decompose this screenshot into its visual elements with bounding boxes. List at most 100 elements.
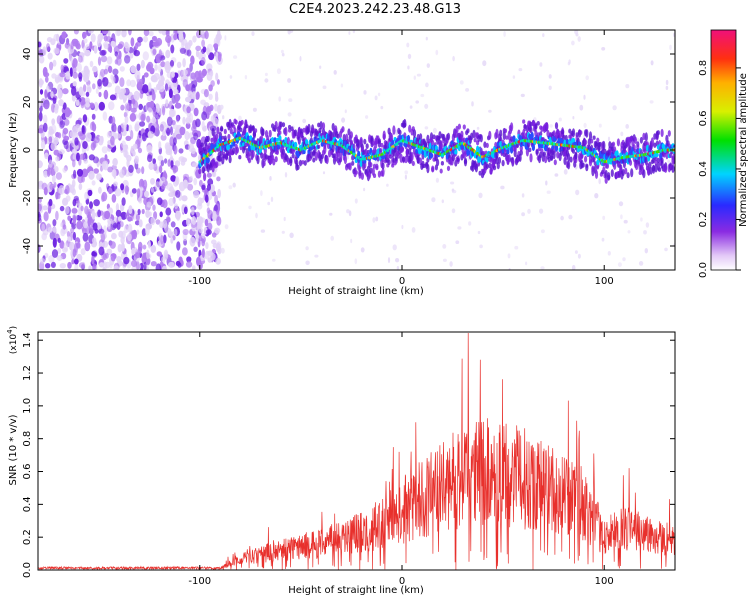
spectrogram-noise-cell [98,135,104,146]
spectrogram-noise-cell [135,213,140,222]
spectrogram-noise-cell [216,176,221,182]
spectrogram-ridge-cell [518,153,522,162]
spectrogram-noise-cell [192,265,196,270]
spectrogram-noise-cell [202,46,207,53]
spectrogram-ridge-cell [642,169,646,179]
spectrogram-noise-cell [87,30,94,34]
spectrogram-noise-cell [451,208,456,214]
spectrogram-ridge-cell [206,135,210,143]
spectrogram-noise-cell [59,240,65,249]
spectrogram-noise-cell [112,158,118,167]
spectrogram-noise-cell [165,99,169,107]
spectrogram-noise-cell [81,90,86,97]
spectrogram-noise-cell [137,246,142,254]
spectrogram-noise-cell [186,49,192,57]
spectrogram-ridge [198,118,675,184]
spectrogram-noise-cell [107,166,114,173]
spectrogram-noise-cell [404,174,407,180]
spectrogram-noise-cell [549,124,553,128]
spectrogram-ridge-cell [597,145,601,153]
spectrogram-ridge-cell [400,146,404,153]
spectrogram-ridge-cell [297,135,301,145]
spectrogram-noise-cell [136,63,141,71]
spectrogram-ridge-cell [621,169,625,177]
spectrogram-ridge-cell [585,129,589,138]
spectrogram-noise-cell [278,96,282,102]
spectrogram-noise-cell [260,229,266,233]
spectrogram-noise-cell [97,209,101,218]
spectrogram-noise-cell [583,122,587,128]
spectrogram-x-tick-label: 0 [399,276,405,287]
spectrogram-noise-cell [40,139,46,150]
spectrogram-noise-cell [175,176,180,186]
spectrogram-noise-cell [413,75,416,80]
spectrogram-ridge-cell [511,159,515,165]
spectrogram-noise-cell [207,222,213,231]
spectrogram-noise-cell [507,253,511,259]
spectrogram-ridge-cell [568,128,572,134]
spectrogram-ridge-cell [656,157,661,163]
spectrogram-noise-cell [117,216,122,222]
spectrogram-ridge-cell [497,156,502,164]
spectrogram-noise-cell [90,33,96,43]
spectrogram-noise-cell [67,215,72,221]
spectrogram-noise-cell [644,248,648,254]
spectrogram-noise-cell [151,77,158,83]
colorbar-tick-label: 0.0 [698,262,709,278]
spectrogram-noise-cell [93,45,98,54]
spectrogram-noise-cell [91,251,96,257]
spectrogram-noise-cell [140,59,145,69]
spectrogram-ridge-cell [211,158,215,166]
spectrogram-noise-cell [540,266,545,270]
spectrogram-noise-cell [138,197,143,204]
spectrogram-noise-cell [117,125,122,134]
spectrogram-ridge-cell [228,155,232,164]
spectrogram-noise-cell [160,159,165,167]
spectrogram-ridge-cell [294,129,298,137]
spectrogram-noise-cell [85,91,90,97]
spectrogram-noise-cell [585,75,589,81]
spectrogram-ridge-cell [624,167,628,175]
spectrogram-ridge-cell [271,137,275,143]
spectrogram-noise-cell [579,104,584,111]
spectrogram-noise-cell [643,230,647,235]
spectrogram-ridge-cell [246,135,250,142]
spectrogram-noise-cell [84,69,89,80]
spectrogram-noise-cell [612,105,617,111]
spectrogram-noise-cell [193,246,198,252]
spectrogram-noise-cell [224,35,227,41]
spectrogram-noise-cell [407,65,410,70]
spectrogram-ridge-cell [630,168,634,178]
spectrogram-noise-cell [70,227,75,234]
spectrogram-noise-cell [222,115,225,120]
spectrogram-noise-cell [74,262,79,270]
spectrogram-noise [38,30,675,270]
spectrogram-noise-cell [145,209,151,218]
spectrogram-noise-cell [111,169,117,178]
spectrogram-noise-cell [72,58,78,68]
spectrogram-ridge-cell [656,130,661,136]
spectrogram-noise-cell [377,92,381,97]
spectrogram-noise-cell [558,117,562,122]
spectrogram-ridge-cell [251,149,255,158]
spectrogram-noise-cell [47,52,53,60]
spectrogram-noise-cell [158,141,162,150]
spectrogram-noise-cell [182,247,188,256]
spectrogram-noise-cell [147,61,154,70]
snr-frame [37,331,676,571]
colorbar: 0.0 0.2 0.4 0.6 0.8 Normalized spectral ampl… [698,29,749,278]
spectrogram-noise-cell [150,187,155,193]
spectrogram-noise-cell [363,90,367,95]
spectrogram-noise-cell [170,44,175,54]
spectrogram-ridge-cell [410,151,414,162]
spectrogram-noise-cell [299,55,302,62]
spectrogram-noise-cell [150,244,157,253]
spectrogram-noise-cell [82,84,87,93]
spectrogram-ridge-cell [199,146,203,152]
spectrogram-noise-cell [106,36,112,42]
spectrogram-ridge-cell [309,151,313,159]
spectrogram-noise-cell [188,143,195,153]
spectrogram-noise-cell [283,216,286,222]
spectrogram-noise-cell [73,195,79,201]
